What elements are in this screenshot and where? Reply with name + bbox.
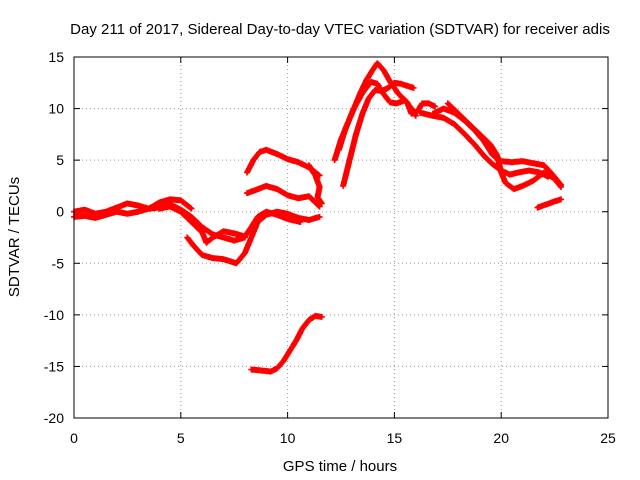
data-marks xyxy=(306,162,325,207)
y-axis-label: SDTVAR / TECUs xyxy=(6,177,23,297)
x-tick-label: 10 xyxy=(280,430,296,446)
series-track-7 xyxy=(306,162,325,207)
data-marks xyxy=(184,208,323,267)
y-tick-label: 15 xyxy=(48,49,64,65)
series-track-4 xyxy=(184,208,323,267)
y-tick-label: 5 xyxy=(56,152,64,168)
data-marks xyxy=(244,182,323,210)
y-tick-label: -5 xyxy=(52,255,65,271)
y-tick-label: -10 xyxy=(44,307,64,323)
series-track-11 xyxy=(340,79,417,189)
x-tick-label: 5 xyxy=(177,430,185,446)
series-track-3 xyxy=(156,203,304,246)
chart-title: Day 211 of 2017, Sidereal Day-to-day VTE… xyxy=(70,21,610,38)
data-marks xyxy=(248,312,325,375)
x-tick-label: 15 xyxy=(387,430,403,446)
series-track-14 xyxy=(444,100,564,192)
x-tick-label: 25 xyxy=(600,430,616,446)
x-tick-label: 0 xyxy=(70,430,78,446)
series-track-5 xyxy=(244,146,323,179)
y-tick-label: 10 xyxy=(48,101,64,117)
x-axis-label: GPS time / hours xyxy=(283,458,397,475)
y-tick-label: -15 xyxy=(44,358,64,374)
data-marks xyxy=(340,79,417,189)
series-track-10 xyxy=(335,78,419,153)
axis-ticks: 0 5 10 15 20 25 -20 -15 -10 -5 0 5 10 15 xyxy=(44,49,616,446)
data-marks xyxy=(534,196,564,211)
grid xyxy=(74,57,608,418)
series-track-6 xyxy=(244,182,323,210)
series-track-15 xyxy=(534,196,564,211)
data-marks xyxy=(444,100,564,192)
data-marks xyxy=(335,78,419,153)
data-points xyxy=(71,60,564,375)
x-tick-label: 20 xyxy=(493,430,509,446)
y-tick-label: -20 xyxy=(44,410,64,426)
plot-frame xyxy=(73,56,609,419)
series-track-8 xyxy=(248,312,325,375)
y-tick-label: 0 xyxy=(56,204,64,220)
data-marks xyxy=(244,146,323,179)
data-marks xyxy=(156,203,304,246)
